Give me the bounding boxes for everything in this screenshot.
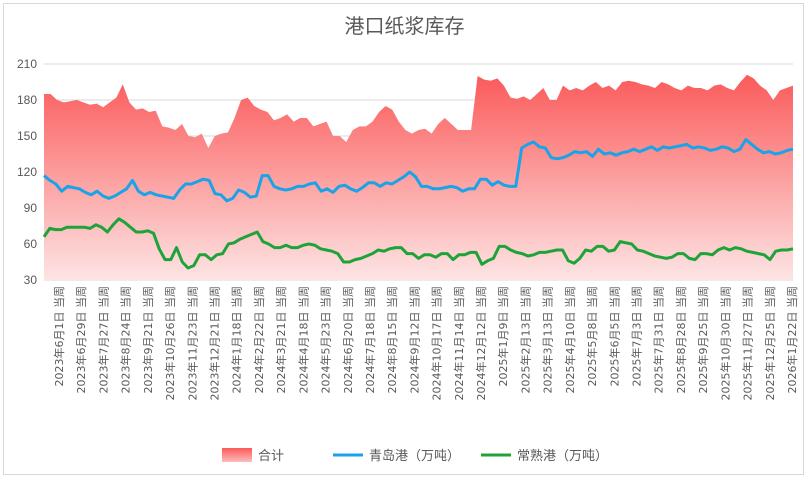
y-tick-label: 150 (17, 129, 37, 143)
svg-text:2025年12月25日 当周: 2025年12月25日 当周 (763, 286, 777, 401)
x-tick-label: 2024年6月20日 当周 (341, 286, 355, 394)
y-tick-label: 120 (17, 165, 37, 179)
svg-text:2023年9月21日 当周: 2023年9月21日 当周 (141, 286, 155, 394)
svg-text:2024年2月22日 当周: 2024年2月22日 当周 (252, 286, 266, 394)
x-tick-label: 2024年8月15日 当周 (385, 286, 399, 394)
x-tick-label: 2024年5月23日 当周 (319, 286, 333, 394)
series-line-1 (43, 138, 794, 203)
legend-label: 青岛港（万吨） (369, 448, 460, 464)
x-tick-label: 2024年11月14日 当周 (452, 286, 466, 401)
x-tick-label: 2025年7月3日 当周 (630, 286, 644, 387)
x-tick-label: 2025年12月25日 当周 (763, 286, 777, 401)
x-tick-label: 2025年7月31日 当周 (652, 286, 666, 394)
x-tick-label: 2025年10月30日 当周 (718, 286, 732, 401)
legend-swatch-total (222, 448, 252, 462)
x-tick-label: 2023年11月23日 当周 (185, 286, 199, 401)
svg-text:2023年11月23日 当周: 2023年11月23日 当周 (185, 286, 199, 401)
x-tick-label: 2025年6月5日 当周 (607, 286, 621, 387)
x-tick-label: 2025年1月9日 当周 (496, 286, 510, 387)
svg-text:2024年8月15日 当周: 2024年8月15日 当周 (385, 286, 399, 394)
svg-text:2024年4月18日 当周: 2024年4月18日 当周 (296, 286, 310, 394)
x-tick-label: 2023年6月29日 当周 (74, 286, 88, 394)
svg-text:2023年10月26日 当周: 2023年10月26日 当周 (163, 286, 177, 401)
series-line-2 (42, 217, 794, 270)
svg-text:2025年3月13日 当周: 2025年3月13日 当周 (541, 286, 555, 394)
x-tick-label: 2025年9月25日 当周 (696, 286, 710, 394)
legend: 合计 青岛港（万吨） 常熟港（万吨） (222, 448, 608, 464)
svg-text:2025年10月30日 当周: 2025年10月30日 当周 (718, 286, 732, 401)
y-tick-label: 210 (17, 57, 37, 71)
svg-text:2024年9月12日 当周: 2024年9月12日 当周 (407, 286, 421, 394)
svg-text:2025年5月8日 当周: 2025年5月8日 当周 (585, 286, 599, 387)
svg-text:2024年6月20日 当周: 2024年6月20日 当周 (341, 286, 355, 394)
legend-label: 常熟港（万吨） (517, 448, 608, 464)
svg-text:2024年12月12日 当周: 2024年12月12日 当周 (474, 286, 488, 401)
chart-title: 港口纸浆库存 (344, 14, 465, 38)
svg-text:2023年7月27日 当周: 2023年7月27日 当周 (96, 286, 110, 394)
x-tick-label: 2023年7月27日 当周 (96, 286, 110, 394)
x-tick-label: 2024年10月17日 当周 (430, 286, 444, 401)
x-tick-label: 2025年4月10日 当周 (563, 286, 577, 394)
series-area-total (44, 74, 793, 280)
x-tick-label: 2025年8月28日 当周 (674, 286, 688, 394)
svg-text:2024年7月18日 当周: 2024年7月18日 当周 (363, 286, 377, 394)
y-axis: 30 60 90 120 150 180 210 (17, 57, 37, 287)
svg-text:2026年1月22日 当周: 2026年1月22日 当周 (785, 286, 799, 394)
svg-text:2024年11月14日 当周: 2024年11月14日 当周 (452, 286, 466, 401)
y-tick-label: 90 (24, 201, 38, 215)
x-tick-label: 2023年6月1日 当周 (52, 286, 66, 387)
svg-text:2025年1月9日 当周: 2025年1月9日 当周 (496, 286, 510, 387)
x-tick-label: 2024年12月12日 当周 (474, 286, 488, 401)
x-tick-label: 2025年2月13日 当周 (519, 286, 533, 394)
x-tick-label: 2025年5月8日 当周 (585, 286, 599, 387)
legend-label: 合计 (258, 449, 284, 464)
x-tick-label: 2024年7月18日 当周 (363, 286, 377, 394)
x-tick-label: 2024年2月22日 当周 (252, 286, 266, 394)
svg-text:2023年6月29日 当周: 2023年6月29日 当周 (74, 286, 88, 394)
x-tick-label: 2023年12月21日 当周 (208, 286, 222, 401)
svg-text:2025年9月25日 当周: 2025年9月25日 当周 (696, 286, 710, 394)
line-series (42, 138, 794, 270)
svg-text:2025年7月31日 当周: 2025年7月31日 当周 (652, 286, 666, 394)
svg-text:2023年12月21日 当周: 2023年12月21日 当周 (208, 286, 222, 401)
area-series (44, 74, 793, 280)
x-axis: 2023年6月1日 当周 2023年6月29日 当周 2023年7月27日 当周 20… (52, 286, 799, 401)
svg-text:2023年6月1日 当周: 2023年6月1日 当周 (52, 286, 66, 387)
x-tick-label: 2025年11月27日 当周 (741, 286, 755, 401)
x-tick-label: 2024年3月21日 当周 (274, 286, 288, 394)
svg-text:2025年11月27日 当周: 2025年11月27日 当周 (741, 286, 755, 401)
x-tick-label: 2024年9月12日 当周 (407, 286, 421, 394)
svg-text:2025年6月5日 当周: 2025年6月5日 当周 (607, 286, 621, 387)
svg-text:2025年7月3日 当周: 2025年7月3日 当周 (630, 286, 644, 387)
x-tick-label: 2024年4月18日 当周 (296, 286, 310, 394)
svg-text:2024年3月21日 当周: 2024年3月21日 当周 (274, 286, 288, 394)
x-tick-label: 2023年9月21日 当周 (141, 286, 155, 394)
x-tick-label: 2025年3月13日 当周 (541, 286, 555, 394)
x-tick-label: 2023年8月24日 当周 (119, 286, 133, 394)
y-tick-label: 60 (24, 237, 38, 251)
y-tick-label: 30 (24, 273, 38, 287)
x-tick-label: 2026年1月22日 当周 (785, 286, 799, 394)
svg-text:2025年8月28日 当周: 2025年8月28日 当周 (674, 286, 688, 394)
svg-text:2025年2月13日 当周: 2025年2月13日 当周 (519, 286, 533, 394)
svg-text:2023年8月24日 当周: 2023年8月24日 当周 (119, 286, 133, 394)
svg-text:2024年5月23日 当周: 2024年5月23日 当周 (319, 286, 333, 394)
x-tick-label: 2024年1月18日 当周 (230, 286, 244, 394)
svg-text:2024年10月17日 当周: 2024年10月17日 当周 (430, 286, 444, 401)
y-tick-label: 180 (17, 93, 37, 107)
svg-text:2024年1月18日 当周: 2024年1月18日 当周 (230, 286, 244, 394)
svg-text:2025年4月10日 当周: 2025年4月10日 当周 (563, 286, 577, 394)
x-tick-label: 2023年10月26日 当周 (163, 286, 177, 401)
